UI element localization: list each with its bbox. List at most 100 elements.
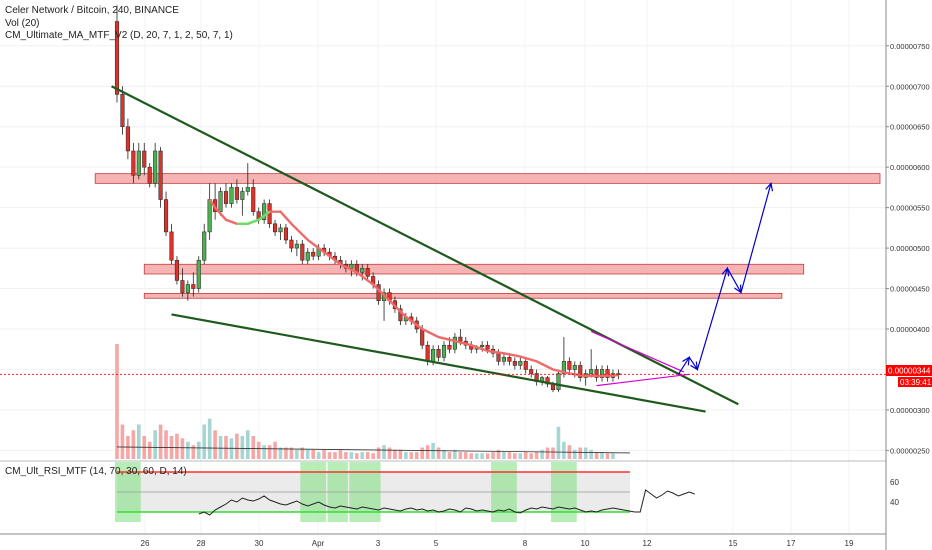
volume-bar (267, 445, 272, 459)
volume-bar (447, 452, 452, 459)
volume-bar (578, 447, 583, 459)
candle-body (245, 187, 250, 192)
volume-bar (414, 452, 419, 459)
candle-body (365, 268, 370, 277)
volume-bar (545, 447, 550, 459)
volume-bar (507, 452, 512, 459)
candle-body (600, 369, 605, 378)
candle-body (131, 150, 136, 176)
ma-line-green (236, 210, 271, 226)
volume-bar (474, 453, 479, 459)
volume-bar (115, 344, 119, 459)
candle-body (311, 251, 316, 257)
symbol-title[interactable]: Celer Network / Bitcoin, 240, BINANCE (5, 5, 179, 16)
volume-bar (556, 426, 561, 459)
volume-bar (589, 449, 593, 459)
trendline (111, 85, 739, 406)
time-tick-label: 17 (787, 539, 796, 548)
volume-bar (186, 441, 190, 459)
volume-bar (387, 447, 392, 459)
time-axis[interactable]: 26 28 30 Apr 3 5 8 10 12 15 17 19 (0, 533, 886, 548)
rsi-tick-label: 40 (890, 498, 899, 507)
countdown-box (898, 377, 932, 387)
candle-body (278, 227, 283, 233)
candle-body (512, 361, 517, 366)
candle-body (523, 361, 528, 370)
ma-legend[interactable]: CM_Ultimate_MA_MTF_V2 (D, 20, 7, 1, 2, 5… (5, 30, 233, 41)
volume-bar (273, 441, 277, 459)
volume-bar (246, 430, 250, 459)
volume-bar (534, 452, 539, 459)
resistance-zone (94, 173, 881, 184)
price-tick-label: 0.00000300 (890, 406, 930, 415)
volume-bar (240, 436, 245, 459)
candle-body (496, 353, 501, 362)
volume-bar (360, 452, 365, 459)
candle-body (234, 187, 239, 200)
projection-arrowhead (734, 284, 742, 294)
projection-arrowhead (690, 361, 699, 371)
projection-arrowhead (765, 182, 774, 192)
rsi-legend[interactable]: CM_Ult_RSI_MTF (14, 70, 30, 60, D, 14) (5, 466, 187, 477)
candle-body (436, 348, 441, 358)
price-tick-label: 0.00000500 (890, 244, 930, 253)
volume-bar (256, 441, 261, 459)
time-tick-label: 15 (729, 539, 738, 548)
volume-bar (480, 453, 484, 459)
projection-arrowhead (721, 266, 730, 277)
time-tick-label: 10 (581, 539, 590, 548)
volume-legend[interactable]: Vol (20) (5, 18, 40, 29)
candle-body (174, 259, 179, 281)
volume-bar (491, 452, 495, 459)
candle-body (202, 231, 207, 261)
volume-bar (376, 447, 381, 459)
trendline (596, 373, 690, 387)
candle-body (164, 199, 169, 233)
candle-body (431, 348, 436, 362)
candle-body (147, 166, 152, 184)
volume-bar (295, 449, 299, 459)
candle-body (572, 365, 577, 370)
volume-bar (333, 452, 337, 459)
volume-bar (180, 438, 185, 459)
last-price-box (886, 365, 932, 376)
trendline (590, 330, 685, 373)
candle-body (594, 369, 599, 378)
candle-body (507, 357, 512, 362)
volume-bar (289, 447, 294, 459)
candle-body (556, 373, 561, 390)
volume-bar (300, 447, 305, 459)
volume-bar (316, 452, 321, 459)
candle-body (349, 264, 354, 269)
volume-bar (425, 445, 430, 459)
price-tick-label: 0.00000700 (890, 82, 930, 91)
candlesticks (114, 5, 621, 393)
trendlines (0, 85, 886, 413)
volume-bar (278, 447, 283, 459)
candle-body (589, 369, 594, 374)
volume-bar (404, 452, 408, 459)
volume-bar (224, 436, 228, 459)
candle-body (561, 361, 566, 374)
volume-bar (502, 452, 506, 459)
volume-bar (600, 452, 604, 459)
volume-bar (605, 453, 610, 459)
time-tick-label: 19 (845, 539, 854, 548)
volume-bar (485, 453, 490, 459)
price-tick-label: 0.00000750 (890, 42, 930, 51)
candle-body (294, 243, 299, 249)
volume-bar (235, 433, 239, 459)
candle-body (120, 94, 125, 127)
candle-body (262, 203, 267, 221)
volume-bar (175, 433, 179, 459)
rsi-tick-label: 60 (890, 478, 899, 487)
candle-body (305, 251, 310, 261)
volume-bar (365, 452, 370, 459)
volume-bar (420, 447, 424, 459)
last-price-value: 0.00000344 (888, 367, 931, 376)
volume-bar (573, 449, 577, 459)
candle-body (142, 150, 147, 168)
time-tick-label: 3 (376, 539, 381, 548)
price-axis[interactable]: 0.00000750 0.00000700 0.00000650 0.00000600… (885, 0, 930, 550)
